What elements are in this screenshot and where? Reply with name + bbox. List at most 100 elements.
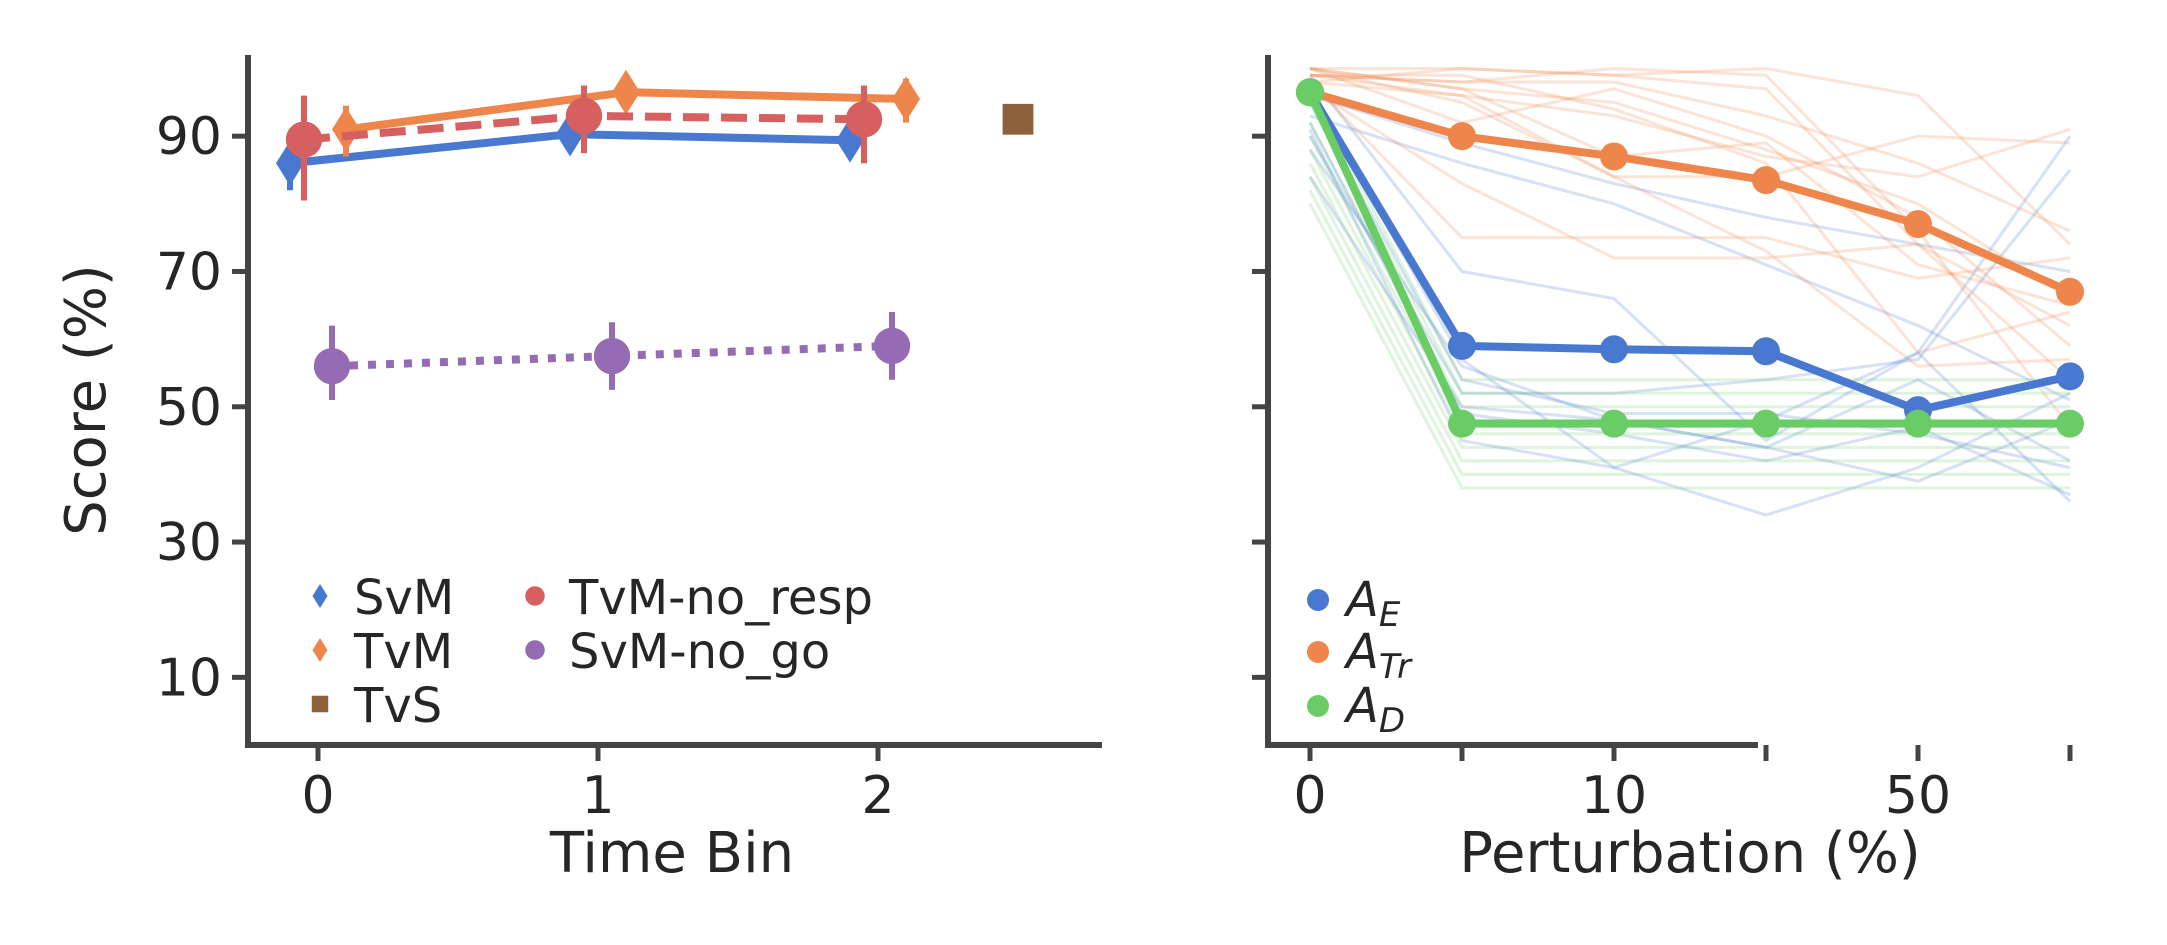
right-data-point: [2056, 362, 2084, 391]
faint-line: [1308, 101, 2071, 470]
left-x-tick-label: 2: [861, 766, 894, 826]
left-y-tick-label: 70: [156, 242, 222, 302]
right-series-line: [1306, 90, 2071, 415]
right-data-point: [1600, 409, 1628, 438]
faint-line: [1309, 73, 2071, 179]
left-data-point: [332, 107, 360, 152]
left-data-point: [556, 111, 584, 157]
right-data-point: [1600, 142, 1628, 171]
faint-line: [1308, 81, 2071, 280]
left-xlabel: Time Bin: [549, 821, 794, 886]
legend-marker: [312, 584, 328, 608]
faint-line: [1308, 88, 2070, 382]
right-x-tick-label: 10: [1581, 766, 1647, 826]
faint-line: [1308, 74, 2072, 443]
left-series-line: [331, 341, 893, 371]
faint-line: [1308, 148, 2071, 483]
legend-marker: [1307, 589, 1329, 611]
legend-item-AE: AE: [1307, 572, 1401, 635]
faint-line: [1309, 67, 2071, 327]
legend-marker: [525, 586, 545, 606]
faint-lines-Tr: [1308, 67, 2072, 428]
right-x-tick-label: 50: [1885, 766, 1951, 826]
faint-line: [1310, 73, 2071, 355]
left-data-point: [845, 101, 883, 138]
faint-line: [1308, 189, 2070, 476]
legend-item-ATr: ATr: [1307, 624, 1413, 687]
left-y-tick-label: 90: [156, 107, 222, 167]
left-y-tick-label: 10: [156, 648, 222, 708]
right-data-point: [2056, 409, 2084, 438]
left-data-point: [565, 97, 603, 135]
right-data-point: [1904, 409, 1932, 438]
left-data-point: [593, 337, 631, 375]
faint-line: [1309, 67, 2071, 368]
left-series-TvM: [332, 69, 920, 157]
legend-item-TvS: TvS: [311, 678, 442, 734]
right-data-point: [1752, 166, 1780, 195]
legend-item-AD: AD: [1307, 678, 1405, 741]
right-data-point: [1600, 335, 1628, 364]
legend-label: SvM-no_go: [569, 624, 830, 680]
legend-item-TvM-no_resp: TvM-no_resp: [525, 570, 873, 626]
faint-line: [1309, 73, 2071, 233]
faint-line: [1309, 114, 2071, 402]
legend-item-SvM-no_go: SvM-no_go: [525, 624, 830, 680]
legend-label: ATr: [1343, 624, 1413, 687]
right-series-Tr: [1296, 78, 2084, 306]
right-data-point: [1752, 409, 1780, 438]
faint-line: [1309, 87, 2071, 381]
right-data-point: [1904, 210, 1932, 239]
faint-line: [1308, 203, 2070, 490]
left-y-tick-label: 50: [156, 378, 222, 438]
right-data-point: [2056, 277, 2084, 306]
right-xlabel: Perturbation (%): [1459, 821, 1921, 886]
faint-line: [1308, 128, 2071, 517]
right-data-point: [1448, 409, 1476, 438]
left-data-point: [285, 121, 323, 158]
legend-item-TvM: TvM: [312, 624, 453, 680]
legend-label: TvM-no_resp: [568, 570, 873, 626]
right-data-point: [1752, 337, 1780, 366]
left-data-point: [612, 69, 640, 115]
left-x-tick-label: 1: [581, 766, 614, 826]
legend-item-SvM: SvM: [312, 570, 454, 626]
legend-label: TvS: [353, 678, 442, 734]
left-series-SvM-no_go: [313, 312, 911, 400]
right-data-point: [1296, 78, 1324, 107]
left-data-point: [1002, 103, 1034, 135]
faint-line: [1309, 67, 2071, 307]
faint-line: [1308, 162, 2070, 449]
left-data-point: [313, 347, 351, 385]
faint-line: [1308, 176, 2070, 463]
right-series-line: [1308, 88, 2072, 296]
faint-line: [1308, 88, 2072, 503]
legend-label: SvM: [354, 570, 454, 626]
legend-marker: [312, 638, 328, 662]
faint-line: [1309, 80, 2071, 179]
left-y-tick-label: 30: [156, 513, 222, 573]
left-x-tick-label: 0: [301, 766, 334, 826]
legend-label: TvM: [353, 624, 453, 680]
left-series-TvM-no_resp: [285, 85, 883, 201]
legend-marker: [525, 640, 545, 660]
right-data-point: [1448, 122, 1476, 151]
left-series-group: [276, 69, 1034, 400]
right-series-line: [1306, 90, 2070, 428]
right-x-tick-label: 0: [1293, 766, 1326, 826]
faint-line: [1309, 94, 2071, 273]
faint-line: [1308, 135, 2072, 395]
faint-line: [1309, 67, 2072, 428]
right-axes: 0 10 50: [1252, 55, 2073, 826]
left-series-TvS: [1002, 103, 1034, 135]
faint-line: [1308, 148, 2070, 436]
right-faint-lines: [1308, 67, 2072, 517]
faint-lines-E: [1308, 74, 2072, 517]
legend-marker: [311, 695, 329, 713]
left-data-point: [892, 76, 920, 122]
